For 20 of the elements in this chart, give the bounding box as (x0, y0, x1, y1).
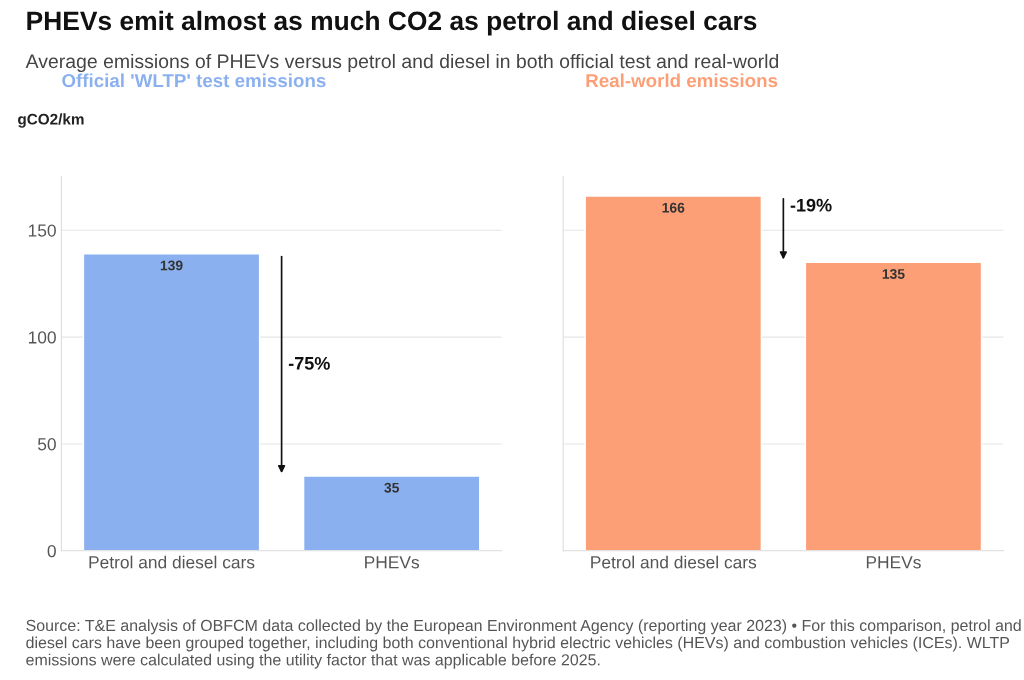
data-label: 35 (384, 482, 400, 493)
annotation: -75% (288, 356, 330, 370)
y-tick-label: 50 (37, 438, 56, 451)
text: PHEVs emit almost as much CO2 as petrol and diesel cars (27, 10, 757, 36)
x-tick-label: PHEVs (866, 556, 921, 569)
chart-title: Real-world emissions (586, 73, 778, 88)
data-label: 166 (662, 202, 685, 213)
text: Average emissions of PHEVs versus petrol and diesel in both official test and real-world (25, 53, 779, 73)
data-label: 135 (882, 269, 905, 279)
x-tick-label: Petrol and diesel cars (591, 555, 757, 569)
chart-title: Official 'WLTP' test emissions (62, 73, 326, 88)
data-label: 139 (160, 260, 183, 271)
x-tick-label: Petrol and diesel cars (89, 555, 255, 569)
source-note: Source: T&E analysis of OBFCM data collected by the European Environment Agency (reporting year 2023) • For this comparison, petrol and diesel cars have been grouped together, including both conventional hybrid electric vehicles (HEVs) and combustion vehicles (ICEs). WLTP emissions were calculated using the utility factor that was applicable before 2025. (26, 619, 1021, 669)
y-tick-label: 0 (47, 544, 56, 558)
y-axis-title: gCO2/km (18, 113, 84, 128)
x-tick-label: PHEVs (365, 556, 420, 569)
y-tick-label: 100 (28, 331, 56, 344)
annotation: -19% (790, 198, 832, 212)
y-tick-label: 150 (28, 224, 56, 237)
